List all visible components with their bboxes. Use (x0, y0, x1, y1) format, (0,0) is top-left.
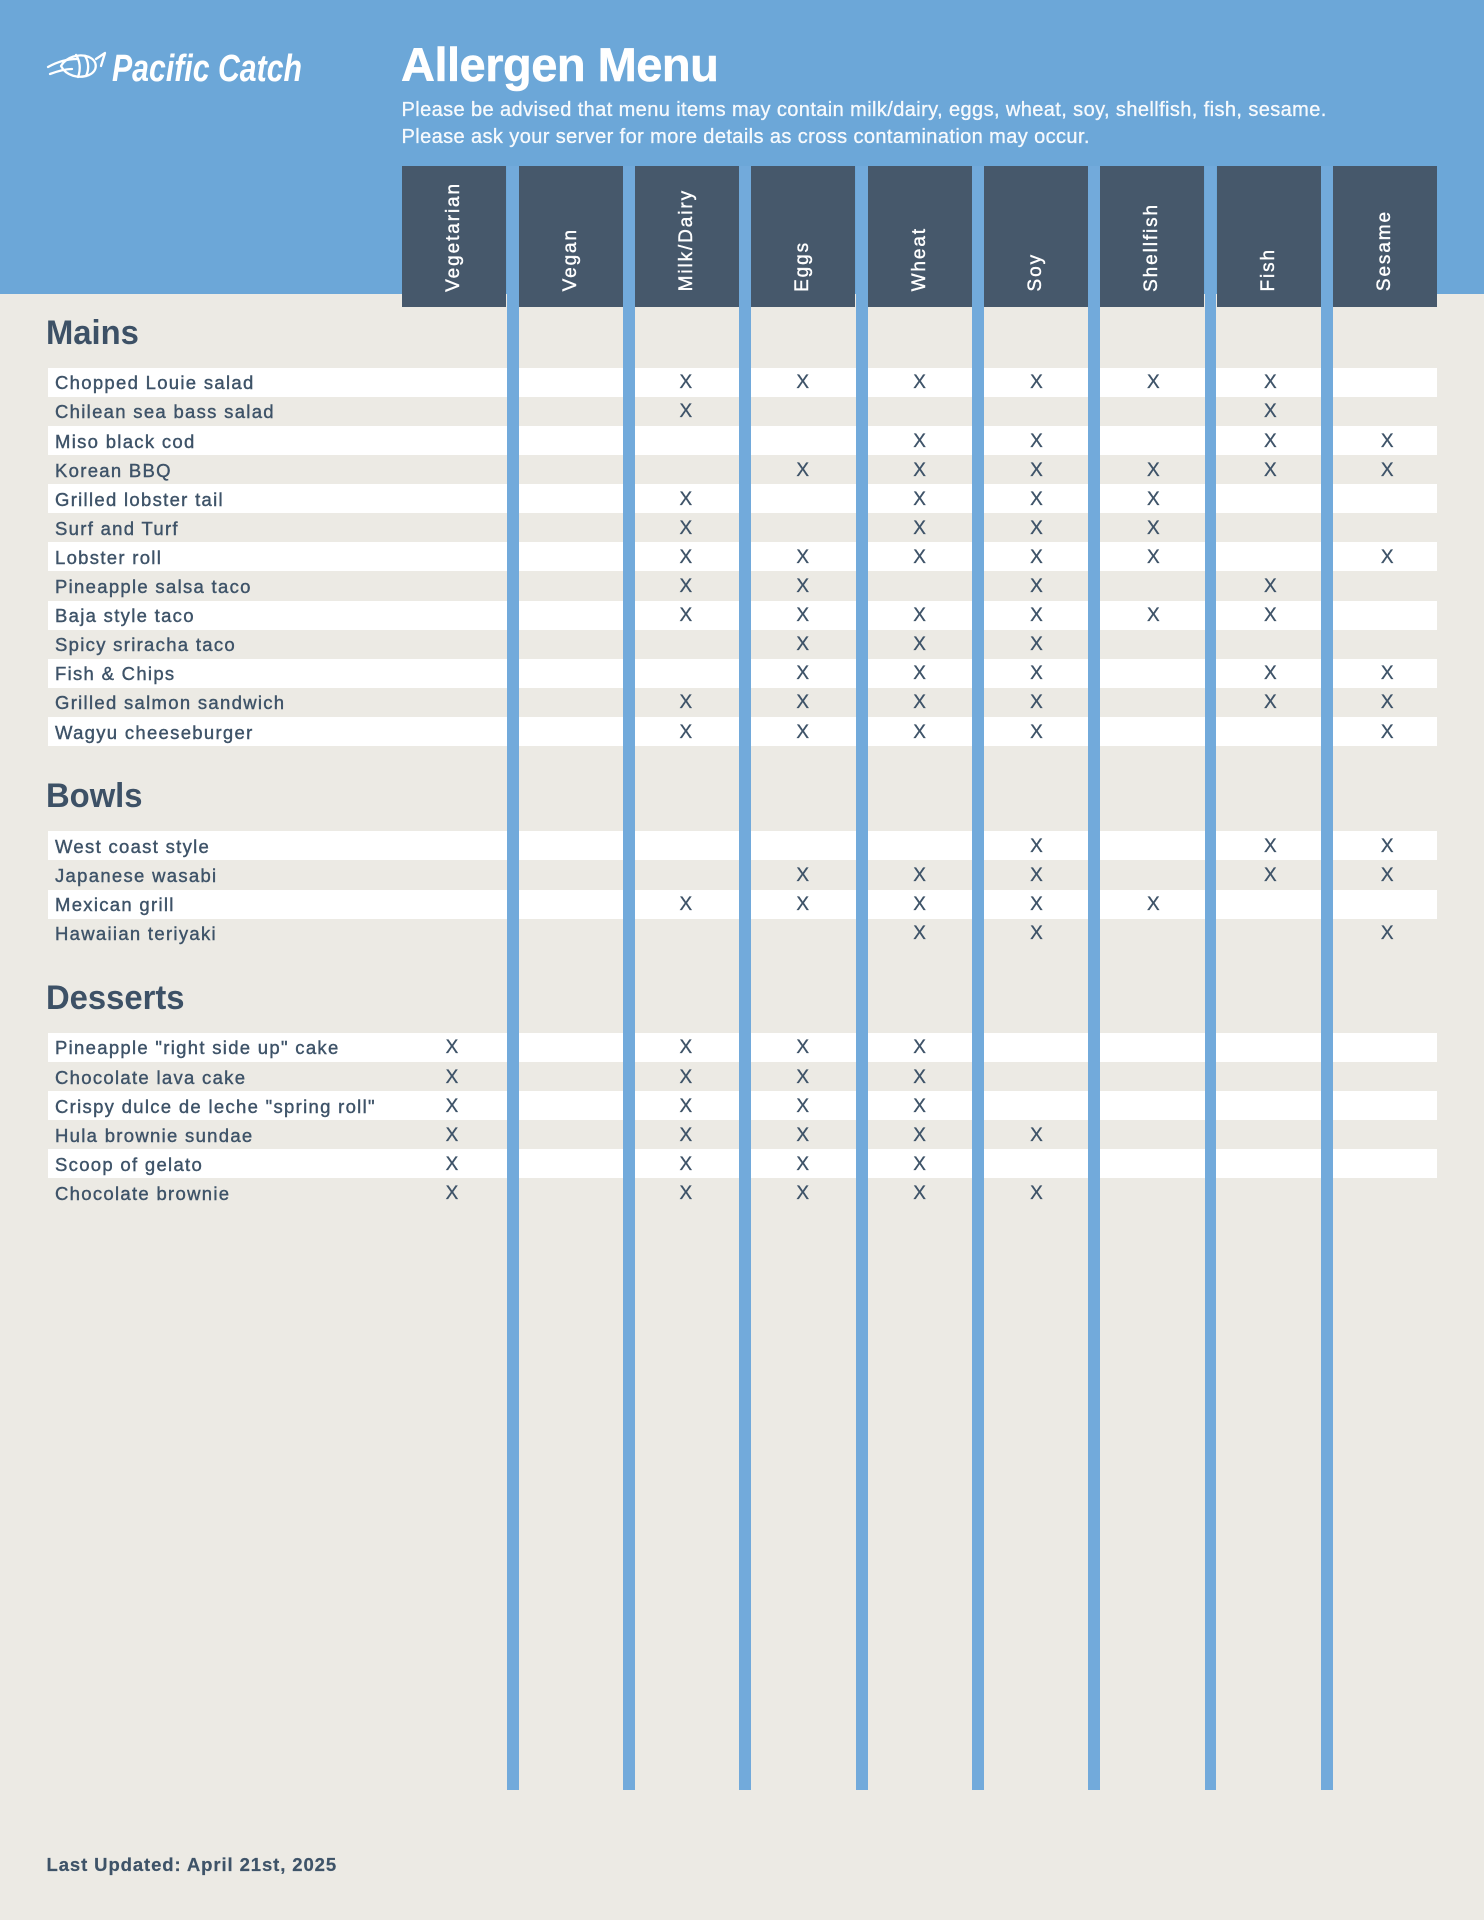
svg-text:Pacific Catch: Pacific Catch (112, 50, 302, 90)
